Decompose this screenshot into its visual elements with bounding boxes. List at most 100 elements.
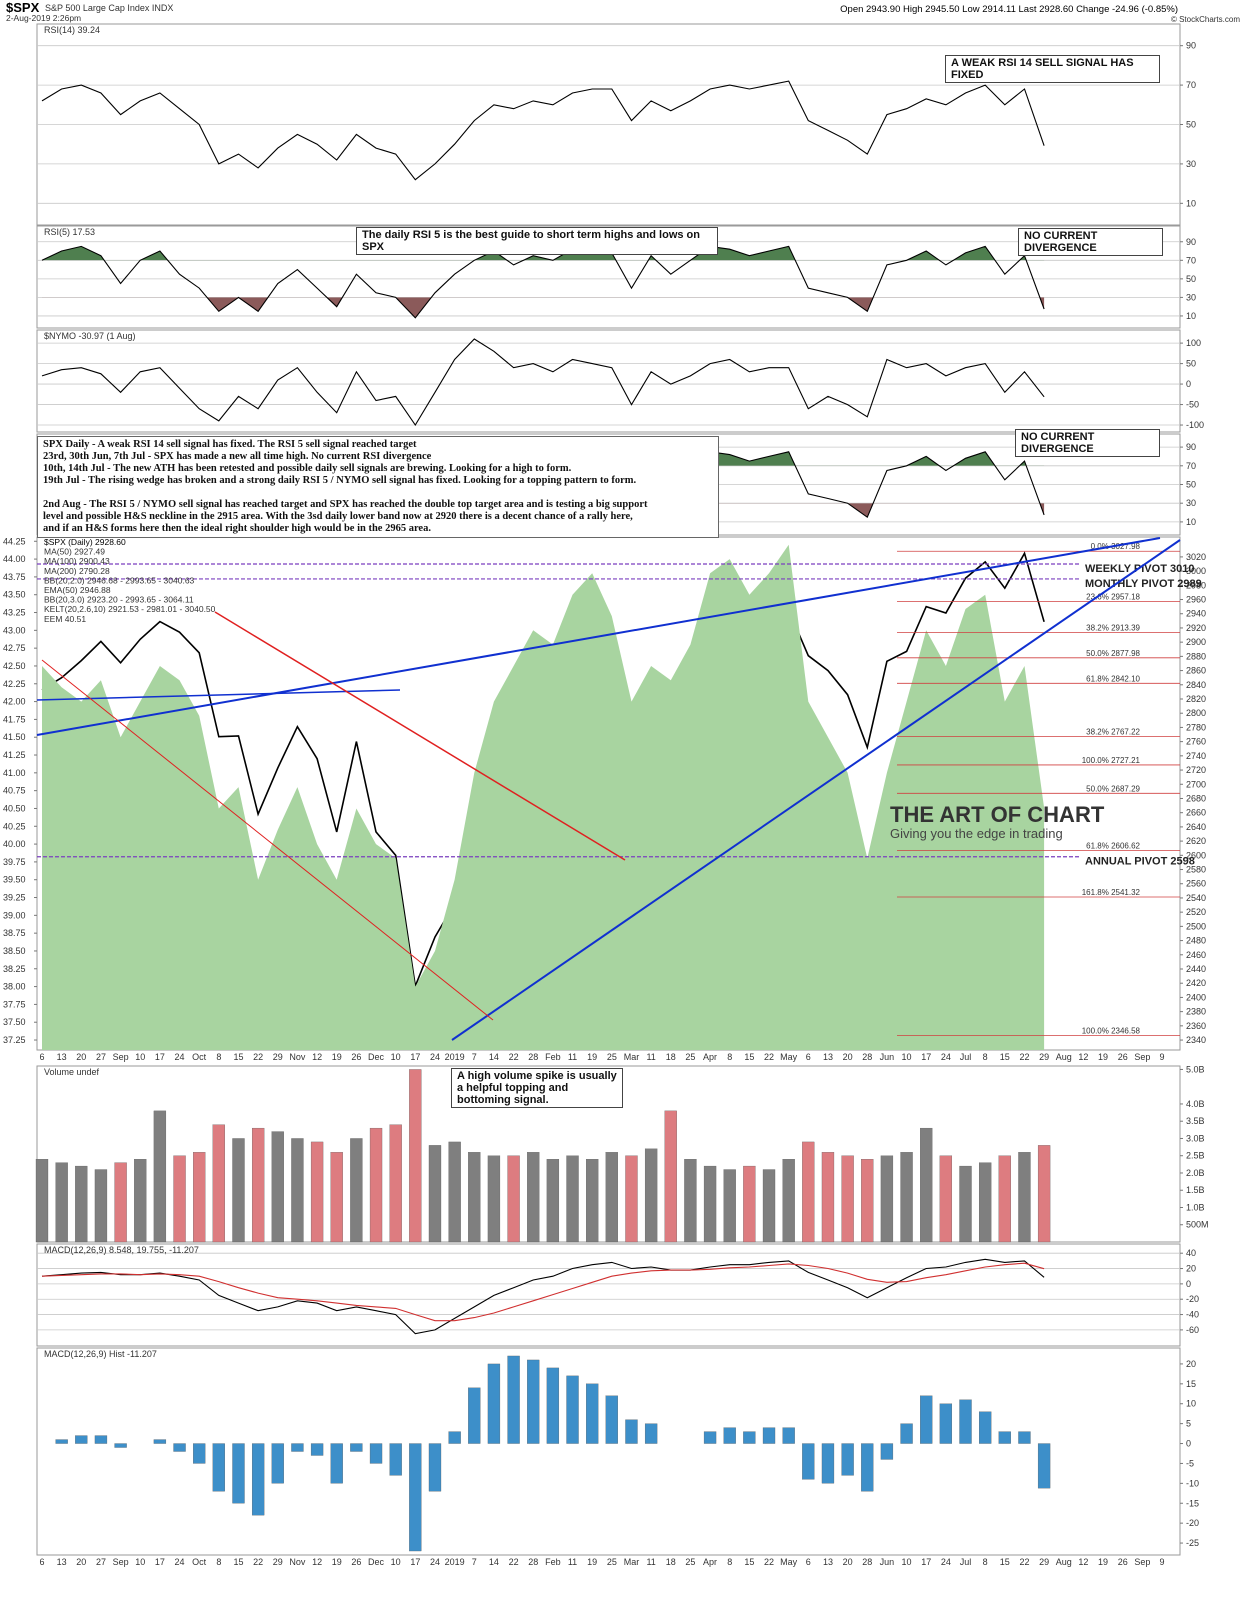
legend-entry: $SPX (Daily) 2928.60 — [44, 537, 126, 547]
x-tick-label: 22 — [764, 1052, 774, 1062]
y2-tick-label: 38.75 — [3, 928, 26, 938]
y2-tick-label: 41.00 — [3, 768, 26, 778]
x-tick-label: 6 — [39, 1052, 44, 1062]
y2-tick-label: 38.50 — [3, 946, 26, 956]
commentary-line: 10th, 14th Jul - The new ATH has been re… — [43, 463, 572, 474]
annotation: A WEAK RSI 14 SELL SIGNAL HAS FIXED — [945, 55, 1160, 83]
x-tick-label: Aug — [1056, 1557, 1072, 1567]
bar — [389, 1124, 402, 1243]
series-line — [41, 245, 1045, 319]
bar — [861, 1159, 874, 1243]
bar — [468, 1387, 481, 1444]
x-tick-label: 7 — [472, 1052, 477, 1062]
fib-label: 100.0% 2727.21 — [1082, 756, 1141, 765]
x-tick-label: 28 — [528, 1557, 538, 1567]
x-tick-label: 24 — [175, 1557, 185, 1567]
bar — [920, 1395, 933, 1444]
panel-label: RSI(14) 39.24 — [44, 25, 100, 35]
y2-tick-label: 42.00 — [3, 697, 26, 707]
y-tick-label: 2800 — [1186, 708, 1206, 718]
bar — [762, 1427, 776, 1444]
annotation: NO CURRENT DIVERGENCE — [1015, 429, 1160, 457]
bar — [55, 1439, 68, 1444]
pivot-label: MONTHLY PIVOT 2989 — [1085, 578, 1202, 590]
commentary-line: level and possible H&S neckline in the 2… — [43, 511, 633, 522]
fib-label: 100.0% 2346.58 — [1082, 1026, 1141, 1035]
bar — [507, 1355, 520, 1444]
fib-label: 23.6% 2957.18 — [1086, 593, 1140, 602]
x-tick-label: 8 — [727, 1052, 732, 1062]
bar — [232, 1443, 245, 1504]
bar — [153, 1439, 167, 1444]
y-tick-label: 90 — [1186, 442, 1196, 452]
fib-label: 38.2% 2767.22 — [1086, 728, 1140, 737]
x-tick-label: 19 — [587, 1052, 597, 1062]
y-tick-label: 2840 — [1186, 680, 1206, 690]
bar — [310, 1443, 324, 1456]
bar — [821, 1152, 835, 1243]
logo-tagline: Giving you the edge in trading — [890, 826, 1063, 841]
y-tick-label: 2640 — [1186, 822, 1206, 832]
x-tick-label: 10 — [135, 1052, 145, 1062]
bar — [114, 1443, 127, 1448]
x-tick-label: 24 — [430, 1557, 440, 1567]
bar — [428, 1443, 442, 1492]
x-tick-label: 27 — [96, 1557, 106, 1567]
y2-tick-label: 42.50 — [3, 661, 26, 671]
y-tick-label: 50 — [1186, 359, 1196, 369]
bar — [979, 1162, 992, 1243]
x-tick-label: Oct — [192, 1052, 207, 1062]
trendlines: THE ART OF CHART Giving you the edge in … — [36, 537, 1181, 1041]
bar — [173, 1443, 186, 1452]
x-tick-label: 13 — [57, 1052, 67, 1062]
bar — [251, 1127, 265, 1243]
x-tick-label: 9 — [1159, 1052, 1164, 1062]
x-tick-label: Nov — [289, 1557, 306, 1567]
x-tick-label: 28 — [862, 1557, 872, 1567]
y2-tick-label: 40.75 — [3, 786, 26, 796]
bar — [369, 1443, 383, 1464]
y2-tick-label: 43.50 — [3, 590, 26, 600]
bar — [743, 1431, 756, 1444]
y-tick-label: 1.0B — [1186, 1202, 1205, 1212]
bar — [743, 1165, 756, 1243]
y-tick-label: 2580 — [1186, 865, 1206, 875]
bar — [507, 1155, 520, 1243]
y-tick-label: 40 — [1186, 1248, 1196, 1258]
x-tick-label: 15 — [233, 1052, 243, 1062]
bar — [35, 1159, 49, 1243]
y-tick-label: 20 — [1186, 1264, 1196, 1274]
panel-frame — [36, 1347, 1181, 1556]
y-tick-label: 2520 — [1186, 907, 1206, 917]
y-tick-label: 2660 — [1186, 808, 1206, 818]
bar — [939, 1403, 953, 1444]
x-tick-label: 12 — [312, 1052, 322, 1062]
bar — [566, 1375, 579, 1444]
y2-tick-label: 41.50 — [3, 732, 26, 742]
x-tick-label: Nov — [289, 1052, 306, 1062]
bar — [173, 1155, 186, 1243]
y-tick-label: 0 — [1186, 379, 1191, 389]
x-tick-label: 12 — [312, 1557, 322, 1567]
y-tick-label: 4.0B — [1186, 1099, 1205, 1109]
x-tick-label: 11 — [646, 1052, 655, 1062]
y-tick-label: 50 — [1186, 120, 1196, 130]
bar — [841, 1443, 854, 1476]
symbol-name: S&P 500 Large Cap Index INDX — [45, 3, 173, 13]
y2-tick-label: 40.25 — [3, 821, 26, 831]
bar — [232, 1138, 245, 1243]
bar — [271, 1131, 284, 1243]
legend-entry: KELT(20,2.6,10) 2921.53 - 2981.01 - 3040… — [44, 604, 216, 614]
y-tick-label: 70 — [1186, 255, 1196, 265]
x-tick-label: 25 — [607, 1557, 617, 1567]
x-tick-label: 13 — [823, 1052, 833, 1062]
y-tick-label: 3020 — [1186, 552, 1206, 562]
y-tick-label: -50 — [1186, 400, 1199, 410]
x-tick-label: 25 — [685, 1557, 695, 1567]
bar — [330, 1443, 343, 1484]
bar — [802, 1141, 815, 1243]
bar — [880, 1443, 894, 1460]
bar — [644, 1423, 658, 1444]
x-tick-label: 29 — [1039, 1557, 1049, 1567]
